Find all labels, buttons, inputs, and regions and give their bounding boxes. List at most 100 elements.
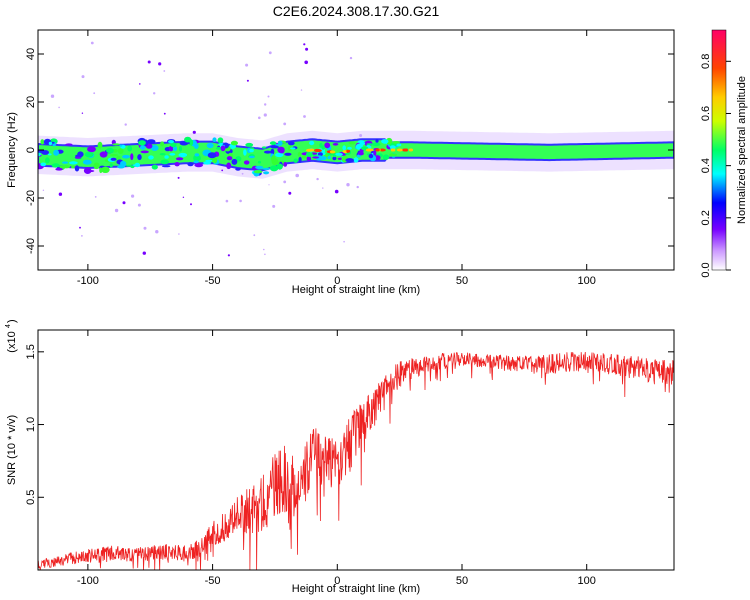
spectral-outlier (268, 184, 270, 186)
spectral-blob (45, 157, 50, 164)
spectral-blob (48, 141, 53, 146)
spectral-outlier (142, 251, 146, 255)
snr-frame (37, 329, 675, 571)
spectral-blob (396, 143, 402, 147)
spectral-outlier (239, 199, 242, 203)
x-tick-label: -50 (205, 275, 221, 287)
spectral-blob (245, 142, 254, 147)
spectral-blob (312, 156, 320, 159)
spectral-blob (371, 142, 381, 147)
spectral-blob (243, 149, 247, 156)
spectral-blob (159, 153, 166, 156)
spectral-outlier (221, 169, 224, 172)
spectral-outlier (81, 112, 84, 114)
spectral-blob (130, 165, 135, 169)
spectral-blob (122, 154, 130, 159)
spectral-blob (243, 160, 250, 165)
spectral-outlier (131, 194, 135, 198)
spectral-blob (375, 138, 379, 143)
spectral-outlier (137, 203, 141, 207)
spectrogram-y-ticks: 40 20 0 -20 -40 (25, 48, 674, 254)
spectral-blob (194, 163, 203, 168)
spectral-blob (389, 145, 396, 150)
spectral-blob (298, 156, 302, 163)
spectral-outlier (272, 204, 276, 208)
colorbar-tick-label: 0.0 (700, 262, 712, 277)
spectral-outlier (124, 123, 127, 126)
spectral-blob (366, 143, 374, 146)
spectral-blob (335, 152, 343, 156)
spectral-blob (287, 141, 295, 146)
spectral-blob (283, 162, 288, 167)
spectral-outlier (263, 248, 265, 251)
spectral-blob (278, 140, 283, 146)
spectral-outlier (58, 106, 60, 109)
spectral-blob (315, 155, 324, 161)
spectral-blob (110, 157, 117, 161)
spectral-outlier (178, 233, 180, 235)
x-tick-label: 0 (334, 575, 340, 587)
spectral-blob (97, 141, 103, 149)
spectral-blob (120, 161, 126, 166)
spectral-outlier (58, 192, 63, 196)
spectral-outlier (155, 230, 159, 234)
spectral-blob (290, 147, 296, 150)
spectral-outlier (93, 92, 96, 95)
snr-x-ticks: -100 -50 0 50 100 (77, 330, 596, 587)
spectral-blob (327, 156, 331, 160)
spectral-outlier (227, 254, 230, 257)
spectral-blob (137, 154, 142, 161)
spectral-blob (106, 147, 114, 154)
spectral-blob (194, 153, 200, 157)
spectral-blob (332, 143, 339, 146)
spectral-outlier (283, 180, 287, 184)
spectral-outlier (349, 56, 353, 60)
spectral-outlier (316, 177, 319, 181)
spectral-outlier (343, 240, 345, 243)
spectral-blob (150, 145, 159, 151)
spectral-blob (257, 160, 262, 164)
spectral-outlier (245, 63, 249, 67)
spectral-blob (116, 155, 121, 160)
spectral-blob (342, 145, 347, 151)
snr-multiplier-base: (x10 (6, 331, 18, 352)
x-tick-label: 0 (334, 275, 340, 287)
spectral-outlier (246, 79, 249, 82)
spectral-blob (101, 166, 110, 173)
spectral-blob (74, 165, 80, 172)
spectral-outlier (346, 183, 350, 187)
spectral-blob (212, 157, 218, 164)
y-tick-label: -20 (25, 190, 37, 206)
chart-title: C2E6.2024.308.17.30.G21 (273, 3, 440, 19)
y-tick-label: 0 (25, 147, 37, 153)
spectral-blob (109, 154, 119, 157)
y-tick-label: 1.5 (25, 344, 37, 359)
spectral-blob (373, 150, 377, 157)
x-tick-label: 100 (578, 575, 596, 587)
y-tick-label: -40 (25, 238, 37, 254)
spectral-blob (148, 155, 154, 160)
spectral-outlier (304, 60, 309, 65)
spectral-blob (389, 153, 397, 157)
spectral-peak (365, 148, 372, 152)
spectral-blob (87, 146, 96, 153)
spectral-outlier (158, 62, 162, 66)
spectral-blob (151, 164, 158, 170)
spectral-blob (160, 159, 169, 165)
spectral-blob (293, 158, 298, 163)
spectral-outlier (94, 196, 97, 198)
spectral-outlier (147, 60, 151, 64)
spectral-blob (270, 148, 275, 155)
spectral-blob (168, 145, 174, 152)
spectral-outlier (50, 94, 55, 98)
spectral-blob (306, 156, 312, 162)
spectral-blob (359, 142, 366, 146)
spectral-blob (47, 153, 52, 156)
spectral-outlier (81, 235, 83, 237)
spectral-blob (332, 156, 337, 161)
y-tick-label: 40 (25, 48, 37, 60)
spectral-outlier (182, 196, 185, 198)
spectral-blob (381, 139, 389, 144)
snr-plot-area (38, 351, 674, 570)
spectral-outlier (81, 75, 85, 79)
